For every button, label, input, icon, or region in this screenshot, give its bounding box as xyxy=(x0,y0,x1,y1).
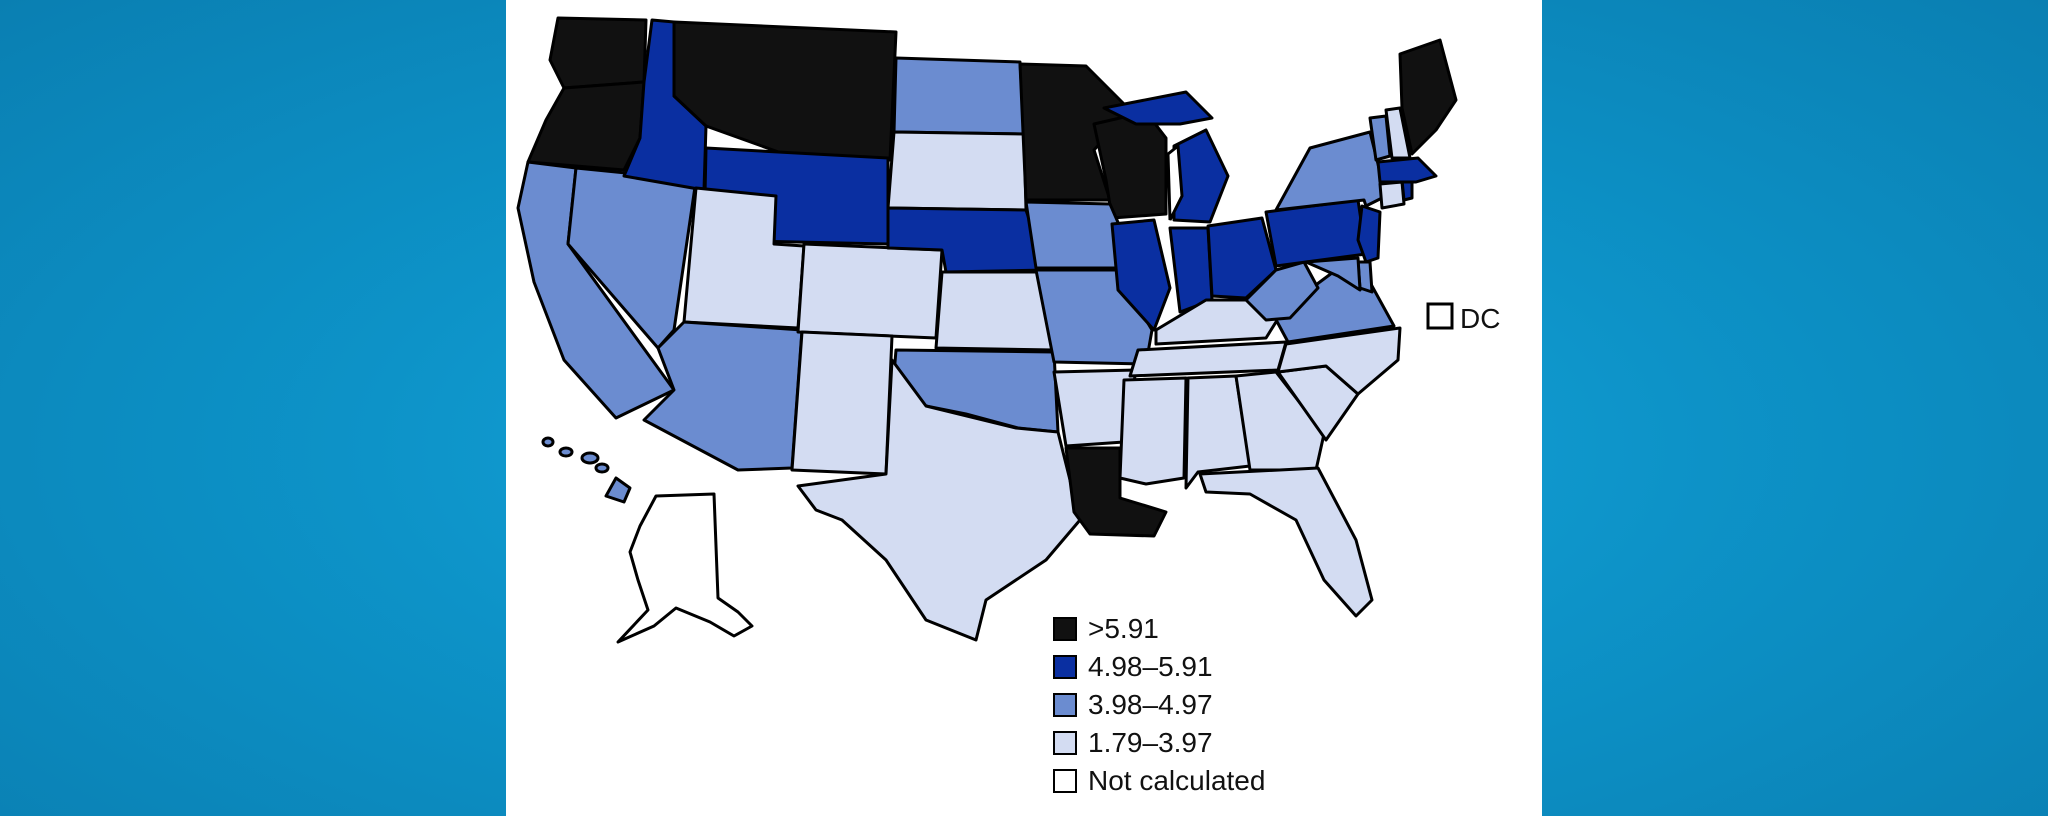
dc-box xyxy=(1426,302,1454,330)
state-NJ xyxy=(1356,204,1382,264)
dc-label: DC xyxy=(1460,303,1500,334)
state-WV xyxy=(1244,260,1320,322)
legend-item-gt-5-91: >5.91 xyxy=(1053,613,1159,644)
state-HI xyxy=(541,436,632,504)
us-choropleth-map: DC >5.91 4.98–5.91 3.98–4.97 1.79–3.97 N… xyxy=(516,16,1500,796)
state-TN xyxy=(1128,340,1288,378)
state-FL xyxy=(1198,466,1374,618)
state-NY xyxy=(1274,130,1388,212)
state-CT xyxy=(1378,180,1406,210)
state-CO xyxy=(796,242,944,340)
state-WA xyxy=(548,16,648,90)
state-IL xyxy=(1110,218,1172,332)
state-ND xyxy=(892,56,1026,136)
legend-label-1: >5.91 xyxy=(1088,613,1159,644)
legend-swatch-2 xyxy=(1053,655,1077,679)
legend-item-4-98-5-91: 4.98–5.91 xyxy=(1053,651,1213,682)
legend-label-2: 4.98–5.91 xyxy=(1088,651,1213,682)
state-AK xyxy=(616,492,754,644)
state-ME xyxy=(1398,38,1458,156)
state-MA xyxy=(1376,156,1438,184)
legend-swatch-4 xyxy=(1053,731,1077,755)
state-MN xyxy=(1018,62,1132,202)
legend-item-not-calculated: Not calculated xyxy=(1053,765,1265,796)
legend-label-3: 3.98–4.97 xyxy=(1088,689,1213,720)
lake-michigan xyxy=(1166,143,1184,221)
state-TX xyxy=(796,358,1082,642)
legend-label-4: 1.79–3.97 xyxy=(1088,727,1213,758)
state-VT xyxy=(1368,114,1392,162)
state-MS xyxy=(1118,376,1188,486)
state-GA xyxy=(1234,370,1326,472)
legend-swatch-5 xyxy=(1053,769,1077,793)
map-panel: DC >5.91 4.98–5.91 3.98–4.97 1.79–3.97 N… xyxy=(506,0,1542,816)
legend-item-1-79-3-97: 1.79–3.97 xyxy=(1053,727,1213,758)
state-NH xyxy=(1384,106,1412,160)
state-SD xyxy=(886,130,1028,212)
state-KS xyxy=(934,270,1056,352)
state-MT xyxy=(672,20,898,162)
state-WI xyxy=(1092,110,1168,220)
legend-swatch-1 xyxy=(1053,617,1077,641)
legend-swatch-3 xyxy=(1053,693,1077,717)
state-AL xyxy=(1184,374,1252,490)
legend-item-3-98-4-97: 3.98–4.97 xyxy=(1053,689,1213,720)
dc-marker: DC xyxy=(1426,302,1500,334)
state-NC xyxy=(1276,326,1402,396)
state-AZ xyxy=(642,320,804,472)
legend-label-5: Not calculated xyxy=(1088,765,1265,796)
state-NM xyxy=(790,330,894,476)
state-OR xyxy=(526,80,646,172)
state-MD xyxy=(1304,256,1362,292)
legend: >5.91 4.98–5.91 3.98–4.97 1.79–3.97 Not … xyxy=(1053,613,1265,796)
